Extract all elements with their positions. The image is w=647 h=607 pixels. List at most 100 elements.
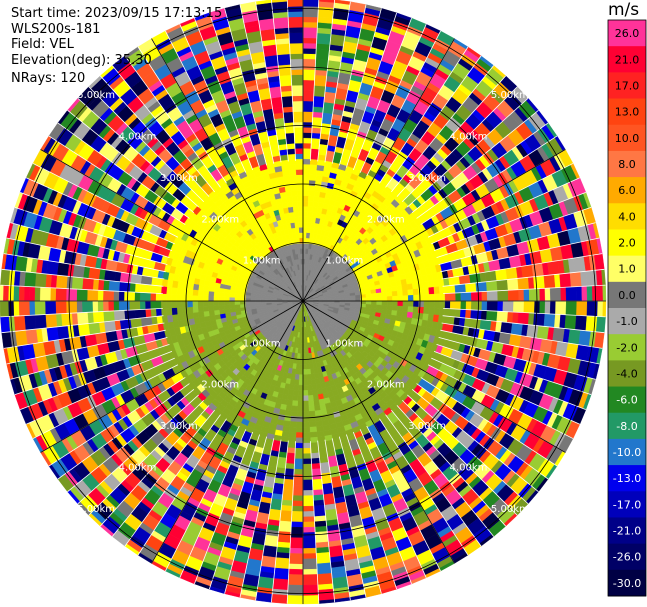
range-gate xyxy=(312,95,325,108)
range-gate xyxy=(305,353,310,360)
range-gate xyxy=(218,296,225,302)
range-gate xyxy=(302,363,307,370)
range-gate xyxy=(302,132,313,139)
range-gate xyxy=(311,457,321,465)
range-gate xyxy=(202,300,209,307)
range-gate xyxy=(406,283,414,291)
range-gate xyxy=(513,300,525,313)
range-gate xyxy=(290,526,304,539)
range-gate xyxy=(407,306,414,313)
range-gate xyxy=(207,300,214,307)
range-gate xyxy=(555,300,567,316)
range-gate xyxy=(285,404,293,412)
range-gate xyxy=(302,584,319,597)
range-gate xyxy=(229,296,235,302)
range-gate xyxy=(0,316,11,333)
range-gate xyxy=(65,300,78,314)
range-gate xyxy=(108,280,120,292)
range-gate xyxy=(523,288,530,302)
range-gate xyxy=(302,242,307,249)
range-gate xyxy=(381,300,388,306)
range-gate xyxy=(392,295,399,302)
range-gate xyxy=(314,74,327,87)
range-gate xyxy=(218,309,226,315)
range-gate xyxy=(288,553,304,565)
range-gate xyxy=(160,293,167,302)
range-gate xyxy=(208,310,215,317)
range-gate xyxy=(107,300,114,312)
range-gate xyxy=(277,531,292,544)
range-gate xyxy=(28,286,36,302)
range-gate xyxy=(434,300,441,309)
range-gate xyxy=(292,500,304,507)
range-gate xyxy=(102,279,110,292)
range-gate xyxy=(496,279,509,292)
range-gate xyxy=(288,426,297,433)
range-gate xyxy=(586,285,593,302)
range-gate xyxy=(428,307,435,316)
range-gate xyxy=(407,289,414,296)
range-gate xyxy=(208,305,215,312)
range-gate xyxy=(406,311,414,319)
range-gate xyxy=(25,328,39,345)
range-gate xyxy=(423,287,430,295)
range-gate xyxy=(585,269,598,287)
range-gate xyxy=(274,557,290,570)
range-gate xyxy=(287,574,304,586)
range-gate xyxy=(134,283,141,293)
range-gate xyxy=(302,458,312,465)
range-gate xyxy=(302,411,310,418)
range-gate xyxy=(549,287,562,302)
range-gate xyxy=(502,300,514,313)
range-gate xyxy=(302,453,312,460)
range-gate xyxy=(309,421,317,428)
range-gate xyxy=(536,325,550,340)
range-gate xyxy=(279,510,293,523)
range-gate xyxy=(423,300,430,308)
range-gate xyxy=(413,300,420,308)
range-gate xyxy=(312,394,319,401)
range-gate xyxy=(316,562,332,575)
range-gate xyxy=(197,305,204,313)
range-gate xyxy=(92,300,99,313)
range-gate xyxy=(586,300,599,317)
range-gate xyxy=(171,300,178,309)
range-gate xyxy=(60,312,73,327)
range-gate xyxy=(302,21,318,28)
range-gate xyxy=(155,293,162,302)
range-gate xyxy=(324,508,338,522)
range-gate xyxy=(296,421,304,428)
range-gate xyxy=(297,395,304,402)
range-gate xyxy=(314,409,322,417)
range-gate xyxy=(311,132,321,139)
range-gate xyxy=(55,300,67,315)
range-gate xyxy=(223,296,230,302)
range-gate xyxy=(198,311,205,318)
range-gate xyxy=(118,291,125,302)
range-gate xyxy=(307,384,313,391)
range-gate xyxy=(602,300,607,318)
range-gate xyxy=(407,300,414,308)
range-gate xyxy=(295,442,304,449)
range-gate xyxy=(302,221,308,228)
range-gate xyxy=(302,463,313,470)
range-gate xyxy=(481,300,488,311)
range-gate xyxy=(218,291,225,298)
range-gate xyxy=(311,463,321,470)
range-gate xyxy=(323,493,336,506)
range-gate xyxy=(575,315,588,331)
range-gate xyxy=(315,48,330,61)
range-gate xyxy=(2,285,9,302)
range-gate xyxy=(497,290,509,302)
range-gate xyxy=(264,534,279,548)
range-gate xyxy=(312,489,324,496)
range-gate xyxy=(302,158,311,165)
range-gate xyxy=(401,284,408,291)
range-gate xyxy=(302,516,315,523)
range-gate xyxy=(81,300,93,313)
range-gate xyxy=(386,305,393,311)
range-gate xyxy=(407,294,414,302)
range-gate xyxy=(312,478,324,491)
range-gate xyxy=(171,286,178,295)
range-gate xyxy=(186,294,193,302)
